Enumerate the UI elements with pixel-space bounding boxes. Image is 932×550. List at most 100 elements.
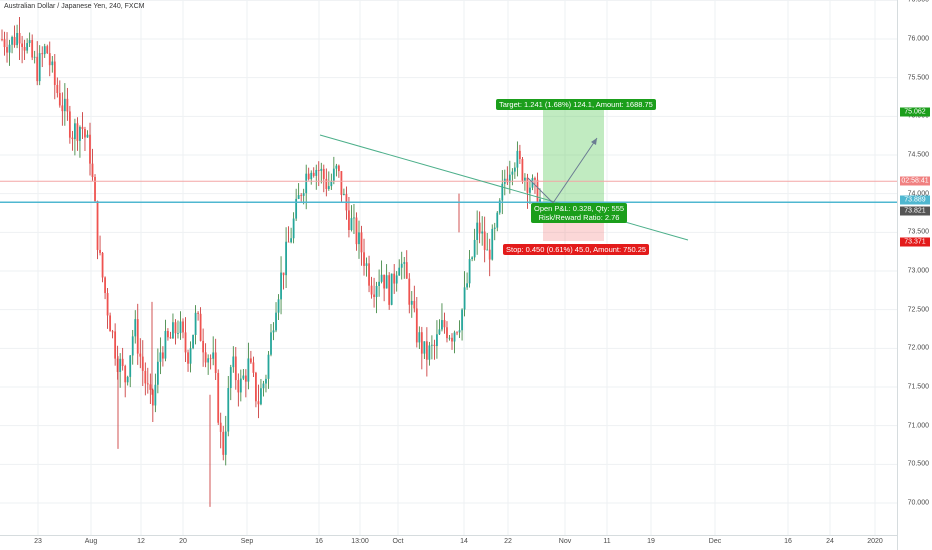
candle-body — [124, 366, 127, 383]
candle-body — [307, 173, 310, 180]
candle-body — [134, 319, 137, 337]
candle-body — [413, 300, 416, 309]
candle-body — [227, 388, 230, 432]
candle-body — [202, 340, 205, 353]
candle-body — [212, 352, 215, 359]
candle-body — [11, 36, 13, 45]
candle-body — [295, 198, 298, 219]
candle-body — [448, 337, 451, 339]
projection-arrowhead — [591, 138, 597, 145]
candle-body — [443, 320, 446, 328]
candle-body — [149, 384, 152, 390]
target-tag[interactable]: Target: 1.241 (1.68%) 124.1, Amount: 168… — [496, 99, 656, 110]
stop-price-label: 73.371 — [900, 237, 930, 247]
candle-body — [174, 322, 177, 334]
candle-body — [315, 169, 318, 176]
candle-body — [506, 178, 509, 183]
price-tick-label: 71.000 — [907, 422, 929, 430]
candle-body — [141, 356, 144, 371]
candle-body — [282, 272, 285, 276]
candle-body — [129, 355, 132, 377]
candle-body — [41, 53, 44, 55]
price-tick-label: 75.000 — [907, 112, 929, 120]
symbol-title: Australian Dollar / Japanese Yen, 240, F… — [4, 3, 145, 10]
candle-body — [36, 56, 39, 82]
time-tick-label: 16 — [315, 538, 323, 545]
time-tick-label: Sep — [240, 538, 254, 545]
candle-body — [536, 179, 539, 209]
candle-body — [403, 262, 406, 264]
candle-body — [277, 299, 280, 313]
candle-body — [483, 231, 486, 250]
candle-body — [249, 358, 252, 363]
time-scale[interactable]: 23 Aug 12 20 Sep 16 13:00 Oct 14 22 Nov 11 19 Dec 16 24… — [0, 535, 897, 550]
time-tick-label: Dec — [708, 538, 722, 545]
candle-body — [398, 267, 401, 276]
candle-body — [68, 111, 71, 138]
candle-body — [114, 331, 117, 359]
time-tick-label: Oct — [392, 538, 404, 545]
candle-body — [420, 332, 423, 354]
candle-body — [363, 252, 365, 266]
candle-body — [410, 300, 413, 305]
candle-body — [136, 319, 139, 354]
candle-body — [71, 137, 74, 140]
candle-body — [418, 332, 421, 343]
candle-body — [516, 150, 519, 168]
candle-body — [164, 330, 167, 359]
position-target-zone[interactable] — [543, 110, 604, 202]
candle-body — [310, 172, 313, 180]
candle-body — [373, 294, 375, 298]
candle-body — [6, 47, 8, 53]
candle-body — [375, 285, 378, 298]
projection-path[interactable] — [527, 137, 598, 204]
candle-body — [343, 194, 345, 195]
candle-body — [46, 46, 49, 54]
candle-body — [232, 356, 235, 368]
trend-line[interactable] — [319, 134, 689, 241]
candle-body — [179, 321, 182, 334]
candle-body — [524, 177, 526, 181]
candle-body — [234, 356, 237, 381]
candle-body — [61, 105, 64, 112]
candle-body — [182, 321, 184, 333]
candle-body — [463, 287, 466, 310]
drawings-overlay — [0, 134, 897, 241]
price-tick-label: 71.500 — [907, 383, 929, 391]
candle-body — [63, 98, 66, 112]
pnl-tag[interactable]: Open P&L: 0.328, Qty: 555 Risk/Reward Ra… — [531, 203, 628, 223]
candle-body — [192, 334, 194, 349]
candle-body — [252, 362, 255, 373]
candle-body — [126, 376, 129, 383]
candle-body — [501, 183, 504, 201]
candle-body — [89, 134, 91, 164]
candle-body — [244, 375, 247, 382]
candle-body — [466, 283, 468, 288]
candle-body — [526, 177, 529, 193]
candle-body — [456, 332, 458, 334]
candle-body — [496, 212, 499, 228]
candle-body — [430, 344, 433, 346]
candle-body — [491, 228, 494, 260]
stop-tag[interactable]: Stop: 0.450 (0.61%) 45.0, Amount: 750.25 — [503, 244, 650, 255]
candle-body — [23, 46, 26, 51]
price-scale[interactable]: 76.500 76.000 75.500 75.000 74.500 74.000 73.5… — [897, 0, 932, 550]
candle-body — [21, 43, 24, 47]
candlestick-chart[interactable] — [0, 0, 897, 535]
candle-body — [317, 169, 320, 171]
candle-body — [305, 173, 308, 194]
candle-body — [378, 281, 381, 286]
candle-body — [86, 134, 89, 138]
chart-pane[interactable]: Australian Dollar / Japanese Yen, 240, F… — [0, 0, 897, 535]
candle-body — [187, 352, 189, 364]
time-tick-label: 20 — [179, 538, 187, 545]
candle-body — [239, 378, 242, 393]
price-tick-label: 73.000 — [907, 267, 929, 275]
candle-body — [476, 222, 479, 240]
candle-body — [370, 285, 373, 295]
candle-body — [395, 275, 398, 284]
candle-body — [8, 44, 11, 53]
candle-body — [217, 372, 220, 423]
candle-body — [300, 195, 303, 196]
candle-body — [197, 312, 199, 314]
